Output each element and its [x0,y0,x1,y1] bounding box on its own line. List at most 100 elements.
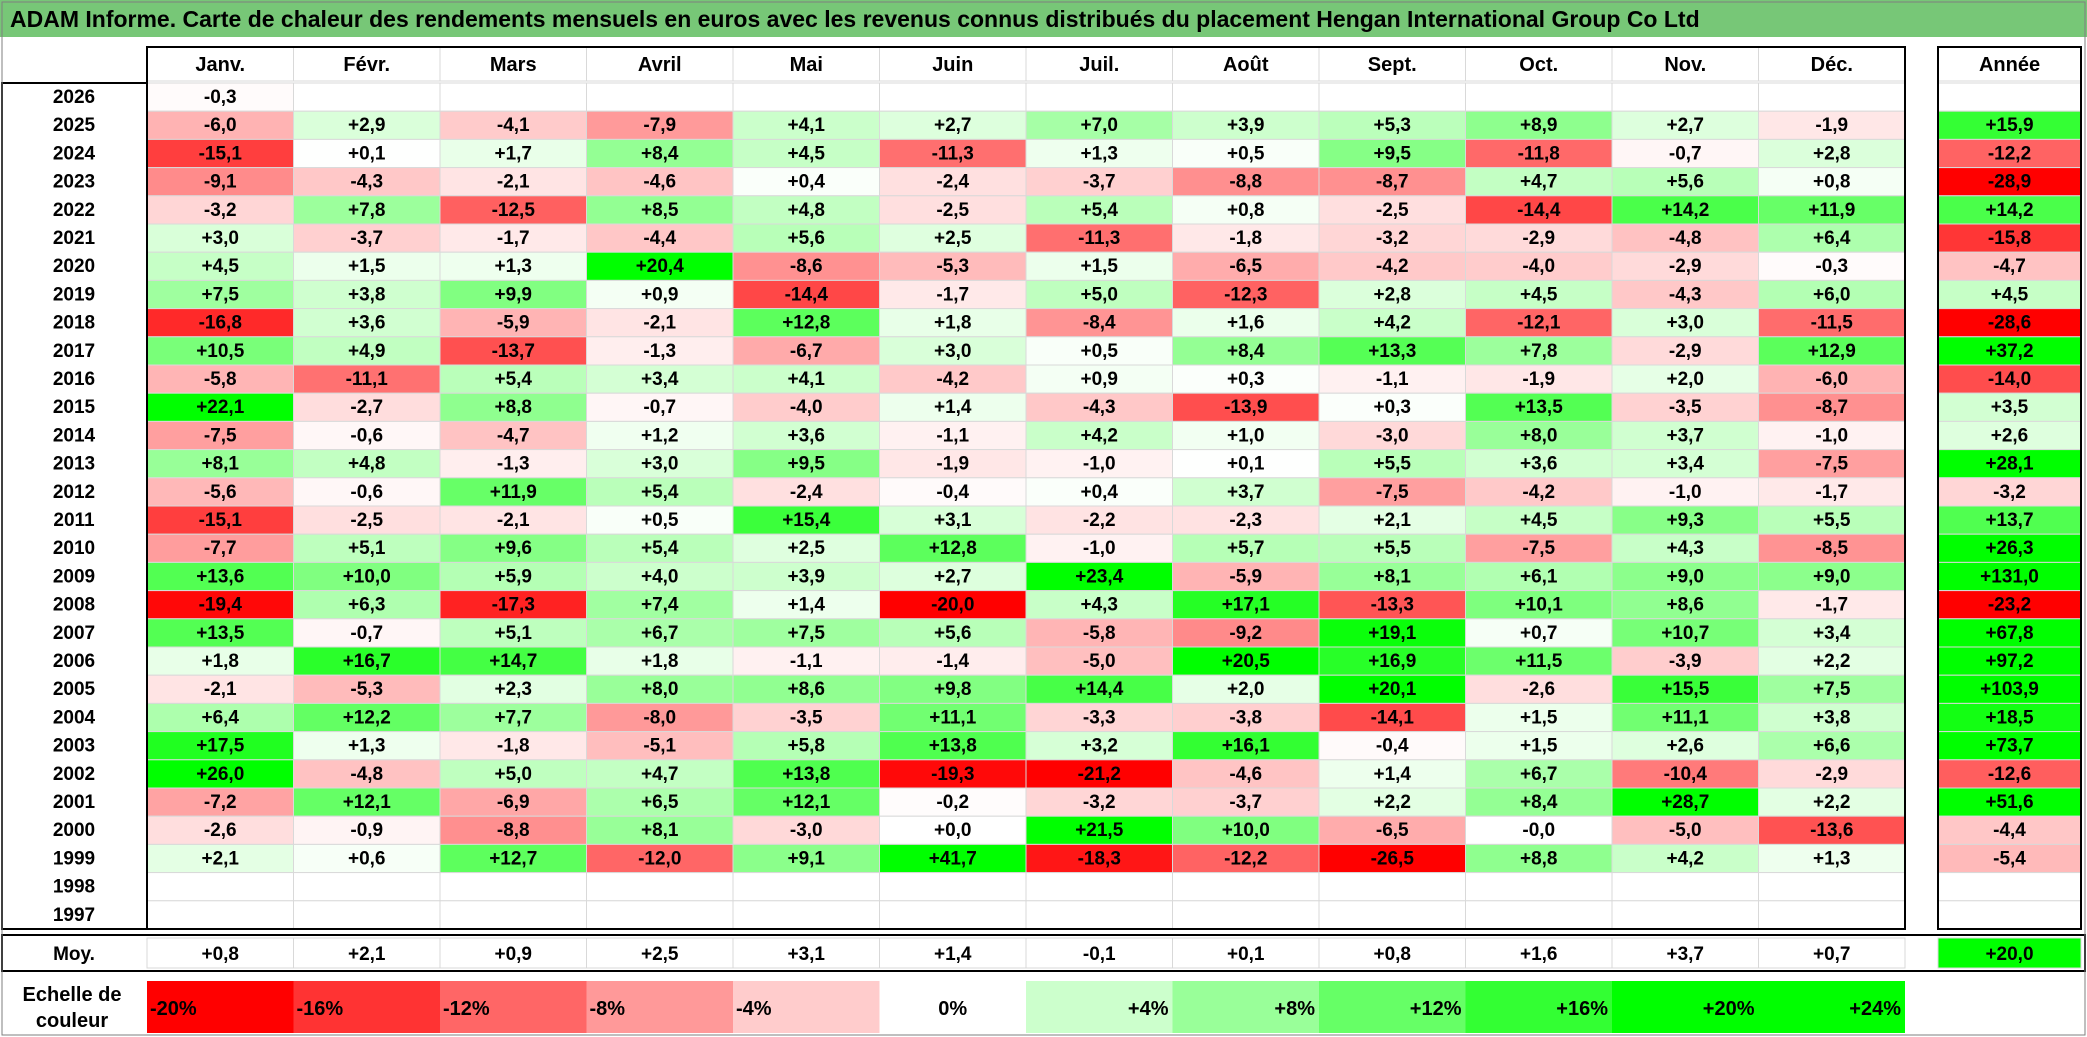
cell-value: -7,5 [1522,538,1555,559]
cell-value: -14,4 [1517,200,1561,221]
heatmap-cell [1465,872,1613,902]
cell-value: -2,9 [1669,256,1702,277]
cell-value: +6,1 [1520,566,1558,587]
heatmap-cell [1025,195,1173,225]
cell-value: -11,3 [932,143,974,164]
heatmap-cell [146,561,294,592]
cell-value: +4,2 [1666,848,1704,869]
cell-value: +17,5 [196,736,245,757]
heatmap-cell [1025,364,1173,394]
month-header: Avril [638,54,682,76]
heatmap-cell [1611,900,1759,930]
cell-value: +4,7 [641,764,679,785]
cell-value: +6,6 [1813,736,1851,757]
cell-value: +3,0 [641,454,679,475]
year-total-value: -12,2 [1988,143,2031,164]
cell-value: +7,8 [1520,341,1558,362]
cell-value: -7,9 [643,115,676,136]
average-total-cell [1937,937,2082,969]
cell-value: +6,5 [641,792,679,813]
header-cell [146,46,294,82]
cell-value: -4,3 [1669,284,1702,305]
heatmap-cell [1611,731,1759,761]
cell-value: -11,3 [1078,228,1120,249]
cell-value: +3,4 [1813,623,1851,644]
cell-value: -14,1 [1371,707,1415,728]
year-total-cell [1937,561,2082,592]
heatmap-cell [146,731,294,761]
heatmap-cell [586,449,734,479]
cell-value: +3,0 [201,228,239,249]
cell-value: +5,4 [494,369,532,390]
average-value: +2,1 [348,944,386,965]
cell-value: +9,5 [1373,143,1411,164]
year-total-value: -4,4 [1993,820,2026,841]
heatmap-cell [1611,787,1759,817]
cell-value: -6,5 [1229,256,1262,277]
cell-value: +13,5 [1515,397,1564,418]
heatmap-cell [1172,872,1320,902]
heatmap-cell [1172,533,1320,563]
average-value: +0,1 [1227,944,1265,965]
year-total-value: -14,0 [1988,369,2031,390]
cell-value: +3,6 [787,425,825,446]
heatmap-cell [1025,82,1173,112]
year-total-value: +13,7 [1985,510,2033,531]
cell-value: -1,0 [1083,538,1116,559]
year-label: 2013 [53,454,95,475]
cell-value: +4,9 [348,341,386,362]
cell-value: +0,4 [787,172,825,193]
year-total-value: -28,6 [1988,313,2031,334]
year-total-cell [1937,533,2082,563]
heatmap-cell [1318,872,1466,902]
month-header: Mars [490,54,537,76]
year-total-value: +14,2 [1985,200,2033,221]
heatmap-cell [293,759,441,789]
cell-value: +1,5 [1080,256,1118,277]
year-label: 2002 [53,764,95,785]
cell-value: -5,8 [1083,623,1116,644]
heatmap-cell [1172,674,1320,704]
heatmap-cell [732,561,880,592]
cell-value: -6,7 [790,341,823,362]
cell-value: +8,4 [641,143,679,164]
cell-value: -14,4 [785,284,829,305]
heatmap-cell [146,420,294,451]
cell-value: +9,9 [494,284,532,305]
cell-value: +10,1 [1515,595,1564,616]
heatmap-cell [586,787,734,817]
cell-value: -3,8 [1229,707,1262,728]
month-header: Oct. [1519,54,1558,76]
cell-value: +6,4 [1813,228,1851,249]
chart-title: ADAM Informe. Carte de chaleur des rende… [10,6,1700,32]
cell-value: +15,5 [1661,679,1710,700]
heatmap-cell [879,590,1027,620]
heatmap-cell [293,590,441,620]
heatmap-cell [1465,533,1613,563]
cell-value: -7,5 [204,425,237,446]
heatmap-cell [586,561,734,592]
cell-value: +1,5 [1520,707,1558,728]
cell-value: -0,2 [936,792,969,813]
year-total-value: -5,4 [1993,848,2026,869]
heatmap-cell [1611,533,1759,563]
cell-value: +1,3 [1080,143,1118,164]
header-cell [879,46,1027,82]
scale-swatch [733,981,880,1033]
heatmap-cell [1318,759,1466,789]
heatmap-cell [293,900,441,930]
cell-value: +5,9 [494,566,532,587]
heatmap-cell [293,533,441,563]
heatmap-cell [146,223,294,253]
heatmap-cell [1318,815,1466,845]
cell-value: -1,7 [936,284,969,305]
cell-value: +4,5 [787,143,825,164]
heatmap-cell [293,392,441,422]
cell-value: -1,7 [497,228,530,249]
cell-value: -5,0 [1669,820,1702,841]
heatmap-cell [732,82,880,112]
cell-value: -15,1 [199,510,243,531]
heatmap-cell [1611,167,1759,197]
heatmap-cell [1465,590,1613,620]
cell-value: -5,0 [1083,651,1116,672]
